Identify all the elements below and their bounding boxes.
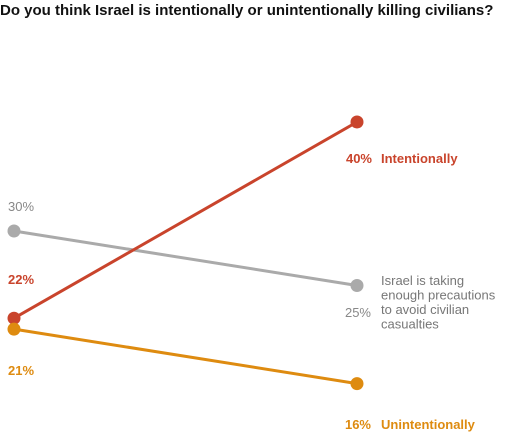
point-start-2 — [7, 322, 21, 336]
series-label-1-line-0: Israel is taking — [381, 273, 464, 288]
series-label-0: Intentionally — [381, 151, 458, 166]
point-end-1 — [350, 279, 364, 292]
series-label-2: Unintentionally — [381, 417, 476, 432]
series-label-1-line-3: casualties — [381, 317, 439, 332]
series-label-1-line-2: to avoid civilian — [381, 302, 469, 317]
value-label-start-0: 22% — [8, 272, 34, 287]
chart-title: Do you think Israel is intentionally or … — [0, 2, 494, 19]
series-line-1 — [12, 229, 359, 287]
series-label-1-line-1: enough precautions — [381, 288, 496, 303]
value-label-end-0: 40% — [346, 151, 372, 166]
value-label-end-2: 16% — [345, 417, 371, 432]
point-end-0 — [350, 115, 364, 129]
point-end-2 — [350, 377, 364, 391]
value-label-start-1: 30% — [8, 199, 34, 214]
series-line-0 — [12, 120, 359, 320]
value-label-start-2: 21% — [8, 363, 34, 378]
point-start-0 — [7, 311, 21, 325]
point-start-1 — [7, 224, 21, 238]
series-line-2 — [12, 327, 359, 386]
value-label-end-1: 25% — [345, 305, 371, 320]
